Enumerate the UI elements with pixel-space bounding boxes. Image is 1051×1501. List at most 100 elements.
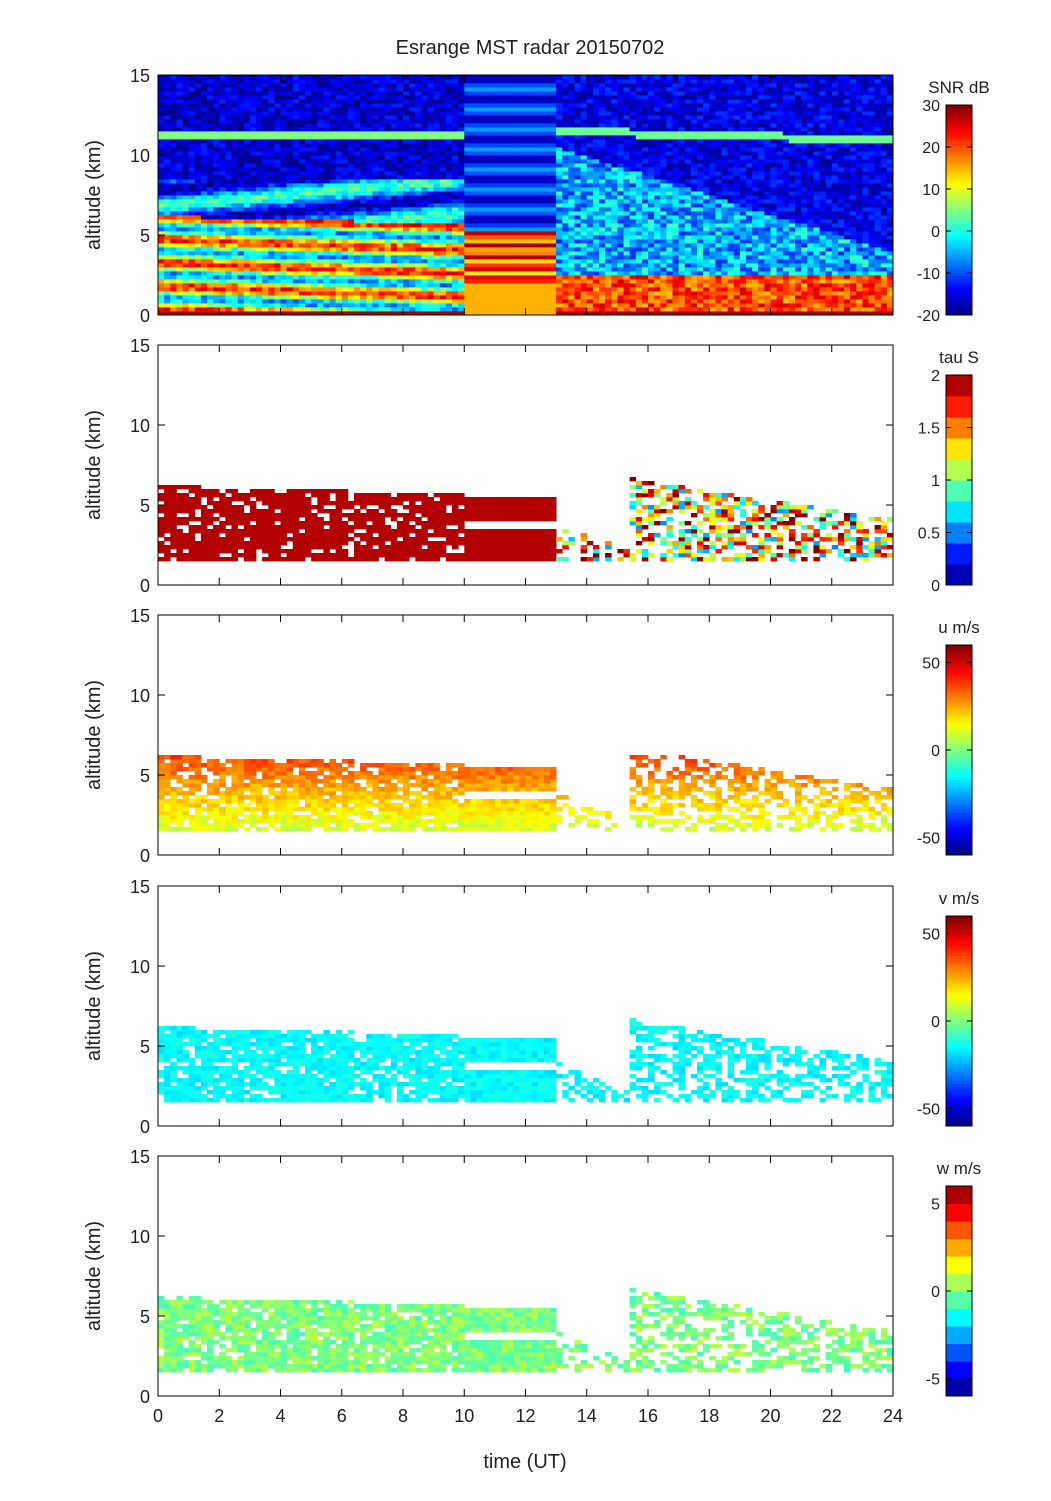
heatmap-cell bbox=[194, 271, 202, 276]
heatmap-cell bbox=[225, 143, 232, 148]
heatmap-cell bbox=[243, 131, 251, 136]
heatmap-cell bbox=[629, 207, 637, 212]
heatmap-cell bbox=[170, 271, 177, 276]
heatmap-cell bbox=[158, 287, 165, 292]
heatmap-cell bbox=[648, 219, 655, 224]
heatmap-cell bbox=[200, 87, 208, 92]
heatmap-cell bbox=[415, 207, 422, 212]
heatmap-cell bbox=[237, 275, 245, 280]
heatmap-cell bbox=[403, 243, 410, 248]
heatmap-cell bbox=[537, 159, 545, 164]
heatmap-cell bbox=[298, 311, 306, 316]
heatmap-cell bbox=[611, 179, 618, 184]
heatmap-cell bbox=[170, 267, 177, 272]
heatmap-cell bbox=[611, 275, 618, 280]
heatmap-cell bbox=[305, 279, 312, 284]
heatmap-cell bbox=[550, 107, 557, 112]
heatmap-cell bbox=[574, 175, 581, 180]
heatmap-cell bbox=[164, 239, 171, 244]
heatmap-cell bbox=[170, 227, 177, 232]
heatmap-cell bbox=[323, 103, 330, 108]
heatmap-cell bbox=[225, 95, 232, 100]
heatmap-cell bbox=[641, 255, 649, 260]
heatmap-cell bbox=[452, 223, 459, 228]
heatmap-cell bbox=[311, 167, 318, 172]
heatmap-cell bbox=[354, 127, 361, 132]
heatmap-cell bbox=[360, 275, 367, 280]
heatmap-cell bbox=[237, 207, 245, 212]
heatmap-cell bbox=[580, 147, 588, 152]
heatmap-cell bbox=[311, 215, 318, 220]
heatmap-cell bbox=[574, 103, 581, 108]
heatmap-cell bbox=[537, 199, 545, 204]
heatmap-cell bbox=[158, 255, 165, 260]
heatmap-cell bbox=[586, 279, 594, 284]
heatmap-cell bbox=[194, 155, 202, 160]
heatmap-cell bbox=[182, 99, 189, 104]
heatmap-cell bbox=[403, 283, 410, 288]
heatmap-cell bbox=[617, 219, 624, 224]
heatmap-cell bbox=[494, 219, 502, 224]
heatmap-cell bbox=[335, 107, 343, 112]
heatmap-cell bbox=[225, 195, 232, 200]
heatmap-cell bbox=[329, 115, 336, 120]
heatmap-cell bbox=[170, 295, 177, 300]
heatmap-cell bbox=[666, 307, 673, 312]
heatmap-cell bbox=[660, 99, 667, 104]
heatmap-cell bbox=[164, 307, 171, 312]
heatmap-cell bbox=[311, 231, 318, 236]
heatmap-cell bbox=[347, 247, 355, 252]
heatmap-cell bbox=[452, 287, 459, 292]
heatmap-cell bbox=[445, 123, 453, 128]
heatmap-cell bbox=[360, 195, 367, 200]
heatmap-cell bbox=[354, 295, 361, 300]
heatmap-cell bbox=[200, 83, 208, 88]
heatmap-cell bbox=[360, 135, 367, 140]
heatmap-cell bbox=[562, 203, 569, 208]
heatmap-cell bbox=[421, 175, 428, 180]
heatmap-cell bbox=[464, 179, 471, 184]
heatmap-cell bbox=[317, 187, 324, 192]
heatmap-cell bbox=[562, 271, 569, 276]
heatmap-cell bbox=[341, 111, 349, 116]
heatmap-cell bbox=[200, 111, 208, 116]
heatmap-cell bbox=[458, 87, 465, 92]
heatmap-cell bbox=[507, 171, 514, 176]
heatmap-cell bbox=[200, 191, 208, 196]
heatmap-cell bbox=[525, 123, 532, 128]
heatmap-cell bbox=[550, 195, 557, 200]
heatmap-cell bbox=[501, 119, 508, 124]
heatmap-cell bbox=[550, 243, 557, 248]
heatmap-cell bbox=[207, 95, 214, 100]
heatmap-cell bbox=[231, 167, 238, 172]
heatmap-cell bbox=[354, 151, 361, 156]
heatmap-cell bbox=[182, 179, 189, 184]
heatmap-cell bbox=[176, 211, 183, 216]
heatmap-cell bbox=[231, 223, 238, 228]
heatmap-cell bbox=[550, 307, 557, 312]
heatmap-cell bbox=[605, 271, 612, 276]
heatmap-cell bbox=[556, 303, 563, 308]
heatmap-cell bbox=[268, 267, 275, 272]
heatmap-cell bbox=[599, 231, 606, 236]
heatmap-cell bbox=[586, 191, 594, 196]
heatmap-cell bbox=[531, 131, 539, 136]
heatmap-cell bbox=[439, 167, 447, 172]
heatmap-cell bbox=[305, 87, 312, 92]
heatmap-cell bbox=[207, 127, 214, 132]
heatmap-cell bbox=[225, 239, 232, 244]
heatmap-cell bbox=[170, 147, 177, 152]
heatmap-cell bbox=[378, 291, 385, 296]
heatmap-cell bbox=[537, 179, 545, 184]
heatmap-cell bbox=[323, 239, 330, 244]
heatmap-cell bbox=[384, 171, 392, 176]
heatmap-cell bbox=[433, 183, 441, 188]
heatmap-cell bbox=[268, 95, 275, 100]
heatmap-cell bbox=[501, 247, 508, 252]
heatmap-cell bbox=[605, 215, 612, 220]
heatmap-cell bbox=[354, 263, 361, 268]
heatmap-cell bbox=[390, 87, 398, 92]
heatmap-cell bbox=[605, 115, 612, 120]
heatmap-cell bbox=[298, 183, 306, 188]
heatmap-cell bbox=[599, 239, 606, 244]
